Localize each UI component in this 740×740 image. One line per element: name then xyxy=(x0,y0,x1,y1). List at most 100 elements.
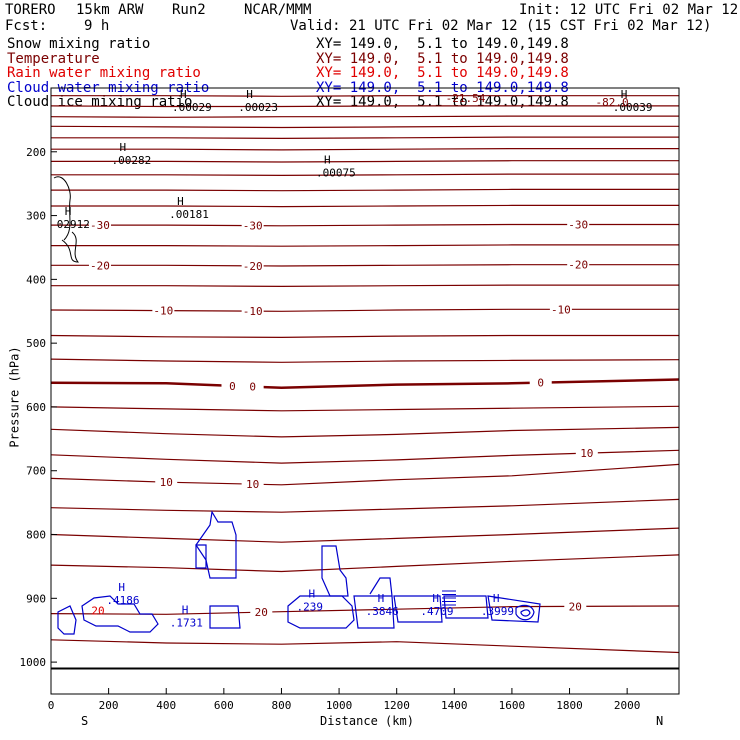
isotherm xyxy=(51,148,679,151)
isotherm-label-bg xyxy=(564,600,587,612)
isotherm-label: 0 xyxy=(229,380,236,393)
cloud-water-contour xyxy=(487,595,541,623)
temperature-isotherms xyxy=(50,95,680,654)
field-name: Snow mixing ratio xyxy=(7,36,151,52)
isotherm xyxy=(50,463,680,486)
y-tick-label: 600 xyxy=(26,401,46,414)
cloud-water-contour xyxy=(321,545,349,597)
isotherm xyxy=(51,173,679,177)
snow-contours: H.00282H.00181H.00075H02912H.00029H.0002… xyxy=(53,88,652,263)
maximum-marker: H xyxy=(119,141,126,154)
y-tick-label: 300 xyxy=(26,210,46,223)
maximum-value: .00023 xyxy=(238,101,278,114)
isotherm-label: -20 xyxy=(568,259,588,272)
top-label: -82.0 xyxy=(595,96,628,109)
y-tick-label: 1000 xyxy=(20,656,47,669)
x-tick-label: 1000 xyxy=(326,699,353,712)
cloud-water-maximum-marker: H xyxy=(493,592,500,605)
isotherm xyxy=(51,244,679,247)
isotherm-label-bg xyxy=(250,606,273,618)
x-tick-label: 600 xyxy=(214,699,234,712)
x-tick-label: 0 xyxy=(48,699,55,712)
cloud-water-maximum-value: .3846 xyxy=(366,605,399,618)
cloud-water-contour xyxy=(353,595,395,629)
rain-water-label: 20 xyxy=(91,604,104,617)
cloud-water-maximum-value: .4186 xyxy=(106,594,139,607)
y-tick-label: 700 xyxy=(26,465,46,478)
cloud-water-maximum-marker: H xyxy=(378,592,385,605)
isotherm-label-bg xyxy=(241,259,264,271)
y-tick-label: 200 xyxy=(26,146,46,159)
isotherm xyxy=(50,554,680,573)
isotherm xyxy=(51,204,679,208)
plot-frame xyxy=(50,87,680,695)
isotherm-label-bg xyxy=(575,447,598,459)
x-tick-label: 1800 xyxy=(556,699,583,712)
maximum-value: .00029 xyxy=(172,101,212,114)
cloud-water-contour xyxy=(515,604,535,621)
maximum-value: 02912 xyxy=(57,218,90,231)
x-tick-label: 1600 xyxy=(499,699,526,712)
isotherm-label: -10 xyxy=(551,303,571,316)
isotherm xyxy=(51,264,679,267)
cloud-water-contour xyxy=(443,595,489,619)
isotherm-label-bg xyxy=(88,219,111,231)
x-tick-label: 200 xyxy=(99,699,119,712)
x-axis-label: Distance (km) xyxy=(320,714,414,728)
snow-contour xyxy=(53,176,71,241)
maximum-marker: H xyxy=(180,88,187,101)
snow-contour xyxy=(61,231,80,263)
organization: NCAR/MMM xyxy=(244,2,312,18)
maximum-value: .00181 xyxy=(169,208,209,221)
isotherm-label: 20 xyxy=(569,600,582,613)
isotherm-label-bg xyxy=(88,259,111,271)
isotherm-label: -10 xyxy=(153,305,173,318)
isotherm-label: 20 xyxy=(255,606,268,619)
y-axis-label: Pressure (hPa) xyxy=(7,346,22,448)
isotherm-label: 10 xyxy=(246,478,259,491)
isotherm-label-bg xyxy=(567,258,590,270)
isotherm xyxy=(50,426,680,438)
cloud-water-contour xyxy=(195,510,237,579)
isotherm-label: -20 xyxy=(90,259,110,272)
model-resolution: 15km ARW xyxy=(76,2,144,18)
forecast-label: Fcst: xyxy=(5,18,48,34)
isotherm-label-bg xyxy=(241,478,264,490)
cloud-water-contour xyxy=(287,595,355,629)
field-name: Rain water mixing ratio xyxy=(7,65,201,81)
top-label: -21.54 xyxy=(446,92,486,105)
cloud-water-maximum-value: .3999 xyxy=(481,605,514,618)
maximum-value: .00075 xyxy=(316,167,356,180)
isotherm-label: -30 xyxy=(90,219,110,232)
cloud-water-maximum-marker: H xyxy=(182,603,189,616)
isotherm xyxy=(51,136,679,140)
cloud-water-contour xyxy=(57,605,77,635)
isotherm xyxy=(51,160,679,163)
cloud-water-maximum-marker: H xyxy=(309,588,316,601)
x-axis-start-label: S xyxy=(81,714,89,728)
y-tick-label: 400 xyxy=(26,273,46,286)
isotherm xyxy=(50,334,679,339)
isotherm-label: -20 xyxy=(243,260,263,273)
maximum-marker: H xyxy=(177,195,184,208)
maximum-marker: H xyxy=(621,88,628,101)
x-tick-label: 2000 xyxy=(614,699,641,712)
cloud-water-contour xyxy=(209,605,241,629)
isotherm-label-bg xyxy=(549,303,572,315)
isotherm-label-bg xyxy=(567,218,590,230)
cloud-water-contour xyxy=(195,544,207,569)
isotherm-label: 0 xyxy=(537,377,544,390)
x-axis-end-label: N xyxy=(656,714,664,728)
isotherm-label-bg xyxy=(529,376,552,388)
y-tick-label: 800 xyxy=(26,529,46,542)
isotherm-label-bg xyxy=(241,380,264,392)
isotherm-label-bg xyxy=(241,219,264,231)
isotherm xyxy=(50,308,679,312)
isotherm xyxy=(50,527,680,543)
maximum-marker: H xyxy=(246,88,253,101)
model-name: TORERO xyxy=(5,2,56,18)
maximum-marker: H xyxy=(65,205,72,218)
x-tick-label: 800 xyxy=(272,699,292,712)
